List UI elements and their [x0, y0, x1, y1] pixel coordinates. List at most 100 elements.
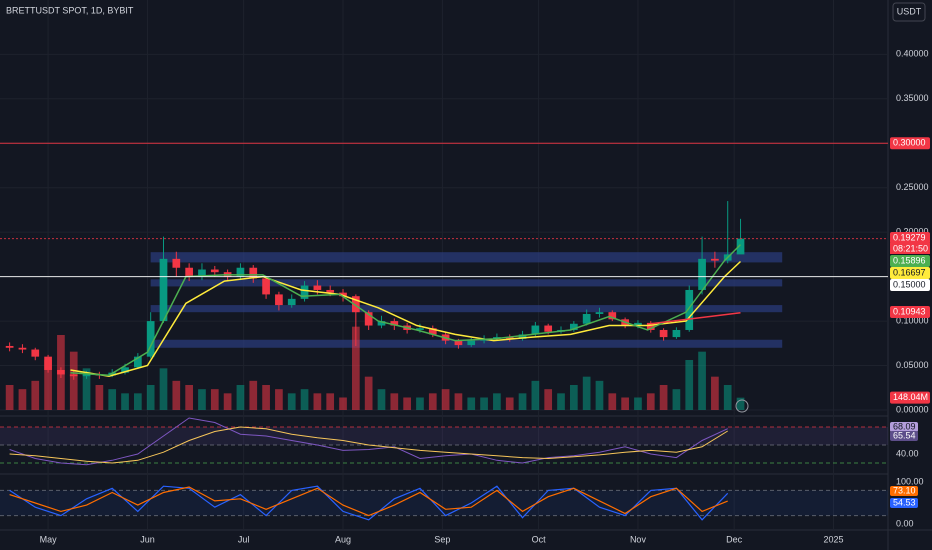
currency-button[interactable]	[892, 2, 926, 22]
volume-bar	[82, 368, 91, 410]
volume-bar	[416, 397, 424, 410]
volume-bar	[44, 360, 52, 410]
volume-bar	[5, 385, 14, 410]
volume-bar	[31, 380, 40, 410]
candle-body	[44, 356, 52, 370]
volume-bar	[595, 380, 604, 410]
currency-button-label[interactable]: USDT	[897, 6, 922, 16]
candle-body	[646, 322, 655, 330]
support-zone	[150, 252, 783, 263]
candle-body	[505, 337, 514, 339]
price-label: 0.19279	[893, 232, 926, 242]
candle-body	[121, 367, 129, 373]
y-tick-label: 0.35000	[896, 93, 929, 103]
stoch-k-line	[9, 485, 729, 521]
countdown-box	[890, 243, 930, 254]
volume-bar	[326, 393, 335, 410]
price-label: 0.15896	[893, 255, 926, 265]
candle-body	[236, 267, 245, 277]
volume-bar	[454, 393, 463, 410]
rsi-label: 65.54	[893, 430, 916, 440]
volume-bar	[518, 393, 527, 410]
x-tick-label: Jul	[238, 534, 250, 544]
moving-average	[650, 311, 741, 325]
candle-body	[351, 296, 360, 313]
candle-body	[428, 328, 437, 335]
candle-body	[595, 312, 604, 314]
volume-bar	[441, 389, 450, 410]
volume-bar	[236, 385, 245, 410]
price-label-box	[890, 267, 930, 279]
stoch-label-box	[890, 498, 918, 508]
x-tick-label: Aug	[335, 534, 351, 544]
volume-bar	[544, 389, 553, 410]
stoch-tick-label: 0.00	[896, 518, 914, 528]
candle-body	[736, 238, 745, 255]
candle-body	[454, 340, 463, 346]
candle-body	[18, 347, 27, 350]
candle-body	[210, 269, 219, 273]
volume-bar	[108, 389, 117, 410]
volume-bar	[69, 351, 78, 410]
moving-average	[70, 260, 742, 377]
candle-body	[326, 289, 335, 293]
volume-bar	[608, 393, 617, 410]
stoch-d-line	[9, 486, 728, 517]
volume-bar	[428, 393, 437, 410]
alert-icon[interactable]	[735, 399, 749, 413]
volume-bar	[95, 385, 104, 410]
volume-bar	[634, 397, 642, 410]
volume-bar	[172, 380, 181, 410]
volume-bar	[505, 397, 514, 410]
candle-body	[582, 313, 591, 324]
x-tick-label: Sep	[434, 534, 450, 544]
x-tick-label: Nov	[630, 534, 647, 544]
candle-body	[339, 292, 347, 297]
candle-body	[377, 321, 386, 326]
candle-body	[544, 325, 553, 332]
stoch-label: 73.10	[893, 485, 916, 495]
price-label-box	[890, 137, 930, 150]
volume-bar	[339, 397, 347, 410]
candle-body	[531, 325, 540, 335]
price-label: 0.16697	[893, 267, 926, 277]
volume-bar	[275, 389, 283, 410]
y-tick-label: 0.00000	[896, 404, 929, 414]
volume-bar	[377, 389, 386, 410]
volume-bar	[621, 397, 629, 410]
stoch-band	[0, 490, 888, 516]
candle-body	[672, 329, 681, 338]
rsi-line	[9, 417, 728, 466]
x-tick-label: Jun	[140, 534, 155, 544]
volume-bar	[736, 397, 745, 410]
volume-bar	[198, 389, 206, 410]
candle-body	[569, 323, 578, 330]
volume-bar	[134, 393, 142, 410]
volume-bar	[723, 385, 732, 410]
volume-bar	[364, 376, 373, 410]
candle-body	[262, 278, 270, 295]
volume-bar	[210, 389, 219, 410]
volume-bar	[262, 385, 270, 410]
candle-body	[364, 312, 373, 326]
volume-bar	[531, 380, 540, 410]
y-tick-label: 0.40000	[896, 49, 929, 59]
y-tick-label: 0.20000	[896, 227, 929, 237]
symbol-title: BRETTUSDT SPOT, 1D, BYBIT	[6, 5, 134, 15]
candle-body	[287, 298, 296, 306]
y-tick-label: 0.25000	[896, 182, 929, 192]
volume-bar	[18, 389, 27, 410]
rsi-label: 68.09	[893, 421, 916, 431]
rsi-label-box	[890, 422, 918, 432]
rsi-label-box	[890, 431, 918, 441]
rsi-band	[0, 427, 888, 445]
candle-body	[185, 267, 193, 277]
support-zone	[150, 279, 783, 287]
candle-body	[608, 312, 617, 320]
candle-body	[159, 258, 168, 322]
candle-body	[685, 289, 694, 330]
support-zone	[150, 305, 783, 313]
candle-body	[5, 345, 14, 348]
volume-bar	[159, 368, 168, 410]
